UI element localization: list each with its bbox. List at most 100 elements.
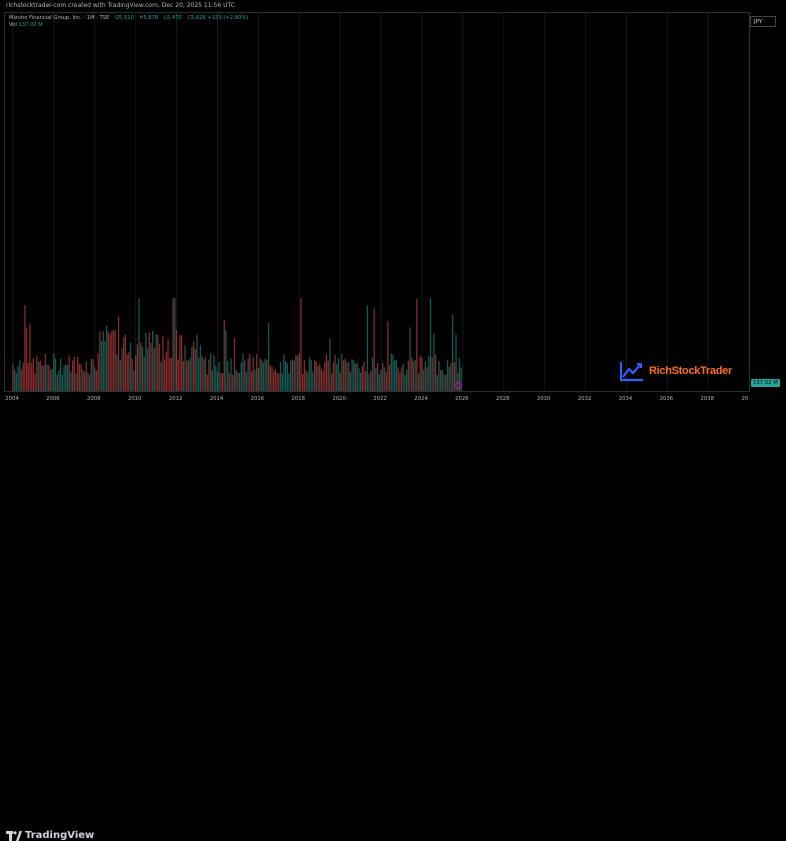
volume-bar	[160, 361, 162, 391]
volume-bar	[349, 371, 352, 391]
symbol-name[interactable]: Mizuho Financial Group, Inc.	[9, 15, 82, 21]
volume-bar	[305, 370, 307, 391]
volume-bar	[438, 361, 440, 391]
volume-bar	[392, 354, 394, 391]
volume-bar	[346, 362, 348, 391]
volume-bar	[90, 358, 92, 391]
volume-bar	[399, 372, 401, 391]
volume-bar	[32, 357, 35, 391]
volume-bar	[102, 331, 104, 391]
volume-bar	[254, 369, 256, 391]
volume-bar	[269, 365, 271, 391]
volume-bar	[77, 356, 79, 391]
volume-bar	[25, 327, 28, 391]
currency-button[interactable]: JPY	[750, 16, 776, 27]
volume-bar	[411, 356, 413, 391]
price-scale[interactable]	[750, 12, 786, 392]
volume-bar	[279, 362, 282, 391]
volume-bar	[238, 372, 241, 391]
volume-bar	[312, 371, 314, 391]
volume-bar	[37, 361, 40, 391]
volume-bar	[240, 362, 242, 391]
volume-bar	[58, 370, 60, 391]
richstocktrader-logo-icon	[619, 362, 643, 382]
volume-bar	[441, 370, 444, 391]
volume-bar	[14, 369, 16, 391]
volume-bar	[375, 368, 377, 391]
volume-bar	[177, 359, 179, 391]
volume-bar	[388, 364, 391, 391]
volume-bar	[194, 348, 196, 391]
interval-label[interactable]: 1M	[86, 15, 95, 21]
volume-bar	[198, 357, 200, 391]
volume-bar	[140, 342, 142, 391]
volume-bar	[117, 316, 120, 391]
event-marker-icon[interactable]: ⚡	[455, 382, 462, 389]
year-tick-label: 2026	[455, 396, 469, 402]
volume-bar	[293, 360, 295, 391]
volume-bar	[434, 354, 437, 391]
exchange-label: TSE	[99, 15, 110, 21]
volume-bar	[460, 367, 462, 391]
volume-bar	[60, 358, 62, 391]
volume-bar	[165, 351, 167, 391]
close-label: C	[187, 15, 191, 21]
volume-bar	[112, 330, 115, 391]
volume-legend: Vol 137.02 M	[9, 22, 248, 29]
year-tick-label: 2006	[46, 396, 60, 402]
volume-bar	[271, 367, 273, 391]
volume-bar	[56, 374, 58, 391]
volume-bar	[351, 359, 353, 391]
volume-bar	[220, 372, 222, 391]
volume-bar	[436, 374, 438, 391]
volume-bar	[303, 360, 306, 391]
volume-bar	[385, 371, 387, 391]
volume-bar	[133, 369, 135, 391]
volume-bar	[230, 358, 232, 391]
volume-bar	[143, 356, 145, 391]
volume-bar	[451, 314, 454, 391]
volume-bar	[48, 365, 50, 391]
year-tick-label: 20	[741, 396, 749, 402]
price-chart[interactable]	[5, 13, 750, 392]
volume-bar	[36, 355, 38, 391]
volume-bar	[298, 353, 300, 391]
volume-bar	[342, 360, 345, 391]
volume-bar	[344, 358, 346, 391]
volume-bar	[41, 365, 43, 391]
caption-text: richstocktrader-com created with Trading…	[6, 2, 235, 9]
volume-bar	[356, 362, 358, 391]
volume-bar	[29, 323, 31, 391]
tradingview-logo-icon	[6, 830, 22, 841]
volume-bar	[446, 360, 449, 391]
volume-bar	[255, 354, 258, 391]
volume-bar	[145, 333, 147, 391]
volume-bar	[382, 363, 384, 391]
tradingview-logo[interactable]: TradingView	[6, 830, 94, 841]
volume-bar	[233, 337, 236, 391]
volume-value: 137.02 M	[18, 22, 43, 28]
volume-bar	[104, 340, 106, 391]
chart-pane[interactable]	[4, 12, 750, 392]
volume-bar	[409, 327, 411, 391]
volume-bar	[266, 359, 268, 391]
volume-bar	[232, 374, 234, 391]
volume-bar	[39, 360, 41, 391]
volume-bar	[262, 362, 265, 391]
volume-bar	[54, 358, 57, 391]
volume-bar	[383, 366, 386, 391]
volume-bar	[65, 364, 67, 391]
volume-bar	[22, 362, 24, 391]
volume-bar	[354, 363, 357, 391]
volume-bar	[423, 370, 425, 391]
volume-bar	[273, 371, 275, 391]
year-tick-label: 2032	[577, 396, 592, 402]
volume-bar	[192, 341, 195, 391]
open-value: 5,510	[119, 15, 134, 21]
volume-bar	[431, 357, 433, 391]
volume-bar	[167, 338, 169, 391]
volume-bar	[100, 340, 103, 391]
volume-bar	[228, 372, 231, 391]
volume-bar	[129, 342, 132, 391]
volume-bar	[327, 360, 329, 391]
